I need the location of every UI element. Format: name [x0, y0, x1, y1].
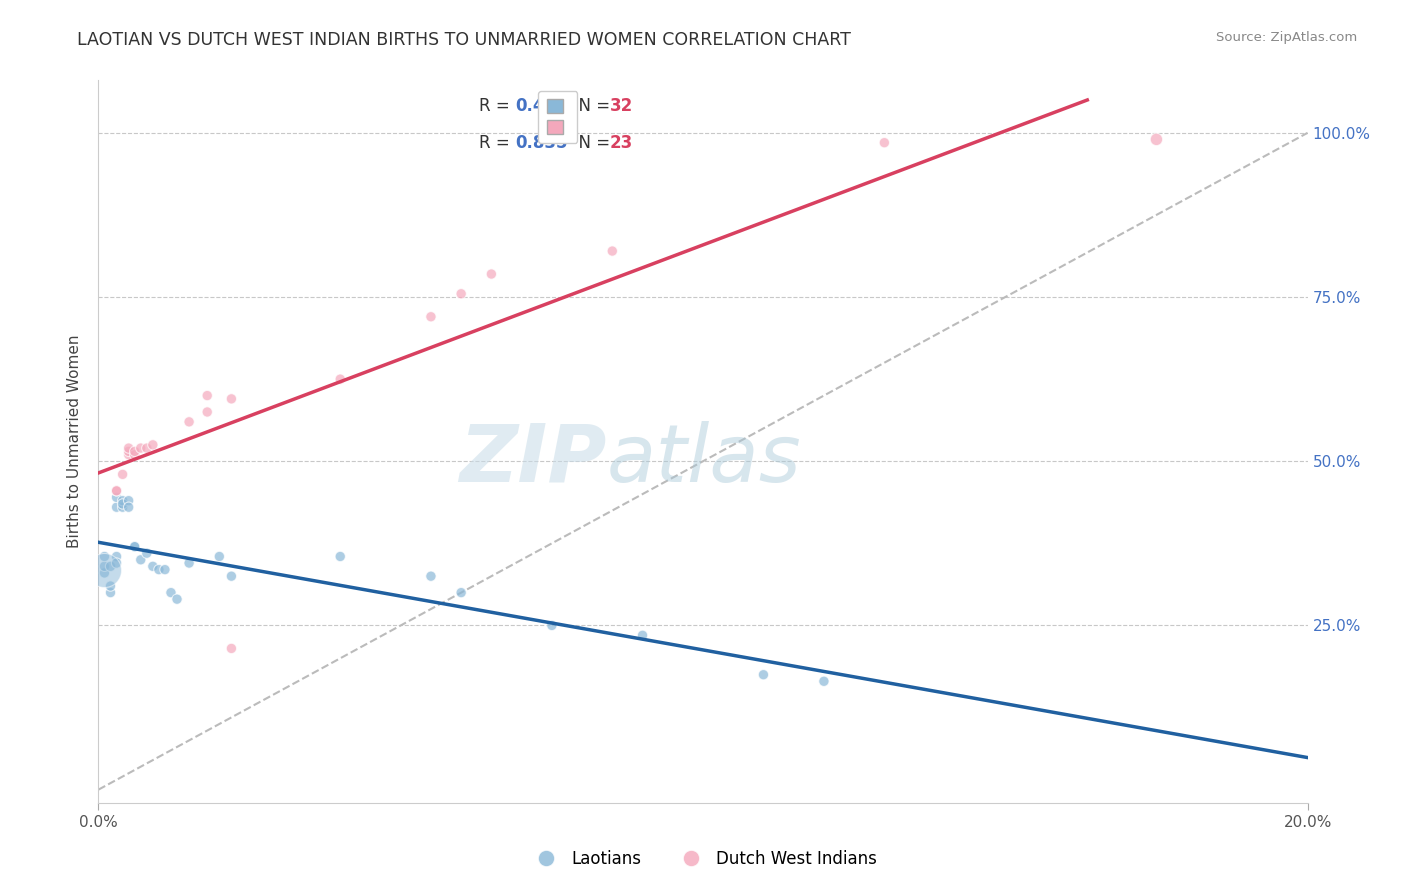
- Point: [93, 559, 115, 574]
- Point: [195, 405, 218, 419]
- Point: [160, 585, 183, 599]
- Point: [153, 563, 176, 577]
- Point: [195, 388, 218, 402]
- Point: [179, 556, 201, 570]
- Point: [540, 618, 562, 632]
- Point: [420, 569, 443, 583]
- Point: [129, 441, 152, 455]
- Text: 23: 23: [610, 134, 633, 153]
- Point: [100, 585, 122, 599]
- Point: [420, 310, 443, 324]
- Point: [179, 415, 201, 429]
- Point: [100, 559, 122, 574]
- Point: [111, 493, 134, 508]
- Point: [450, 585, 472, 599]
- Point: [124, 448, 146, 462]
- Point: [221, 569, 243, 583]
- Point: [111, 467, 134, 482]
- Legend: , : ,: [538, 91, 578, 143]
- Point: [93, 563, 115, 577]
- Point: [135, 546, 157, 560]
- Point: [752, 667, 775, 681]
- Point: [93, 549, 115, 564]
- Text: atlas: atlas: [606, 421, 801, 499]
- Point: [329, 549, 352, 564]
- Text: 0.835: 0.835: [516, 134, 568, 153]
- Point: [93, 566, 115, 580]
- Point: [221, 641, 243, 656]
- Y-axis label: Births to Unmarried Women: Births to Unmarried Women: [67, 334, 83, 549]
- Text: N =: N =: [568, 96, 614, 114]
- Point: [111, 500, 134, 515]
- Point: [124, 540, 146, 554]
- Point: [105, 500, 128, 515]
- Point: [602, 244, 624, 258]
- Text: N =: N =: [568, 134, 614, 153]
- Point: [221, 392, 243, 406]
- Point: [813, 674, 835, 689]
- Text: LAOTIAN VS DUTCH WEST INDIAN BIRTHS TO UNMARRIED WOMEN CORRELATION CHART: LAOTIAN VS DUTCH WEST INDIAN BIRTHS TO U…: [77, 31, 851, 49]
- Text: R =: R =: [479, 134, 516, 153]
- Point: [100, 579, 122, 593]
- Point: [873, 136, 896, 150]
- Point: [329, 372, 352, 386]
- Legend: Laotians, Dutch West Indians: Laotians, Dutch West Indians: [523, 844, 883, 875]
- Text: ZIP: ZIP: [458, 421, 606, 499]
- Point: [118, 493, 141, 508]
- Point: [142, 438, 165, 452]
- Point: [142, 559, 165, 574]
- Point: [118, 444, 141, 458]
- Point: [450, 286, 472, 301]
- Point: [105, 556, 128, 570]
- Point: [148, 563, 170, 577]
- Point: [208, 549, 231, 564]
- Point: [631, 628, 654, 642]
- Text: 0.410: 0.410: [516, 96, 568, 114]
- Point: [105, 483, 128, 498]
- Point: [111, 497, 134, 511]
- Point: [124, 444, 146, 458]
- Point: [118, 500, 141, 515]
- Point: [1144, 132, 1167, 146]
- Text: R =: R =: [479, 96, 516, 114]
- Point: [118, 448, 141, 462]
- Point: [481, 267, 503, 281]
- Text: 32: 32: [610, 96, 633, 114]
- Point: [166, 592, 188, 607]
- Point: [124, 540, 146, 554]
- Point: [105, 549, 128, 564]
- Point: [135, 441, 157, 455]
- Point: [105, 483, 128, 498]
- Point: [129, 553, 152, 567]
- Point: [118, 441, 141, 455]
- Point: [105, 491, 128, 505]
- Text: Source: ZipAtlas.com: Source: ZipAtlas.com: [1216, 31, 1357, 45]
